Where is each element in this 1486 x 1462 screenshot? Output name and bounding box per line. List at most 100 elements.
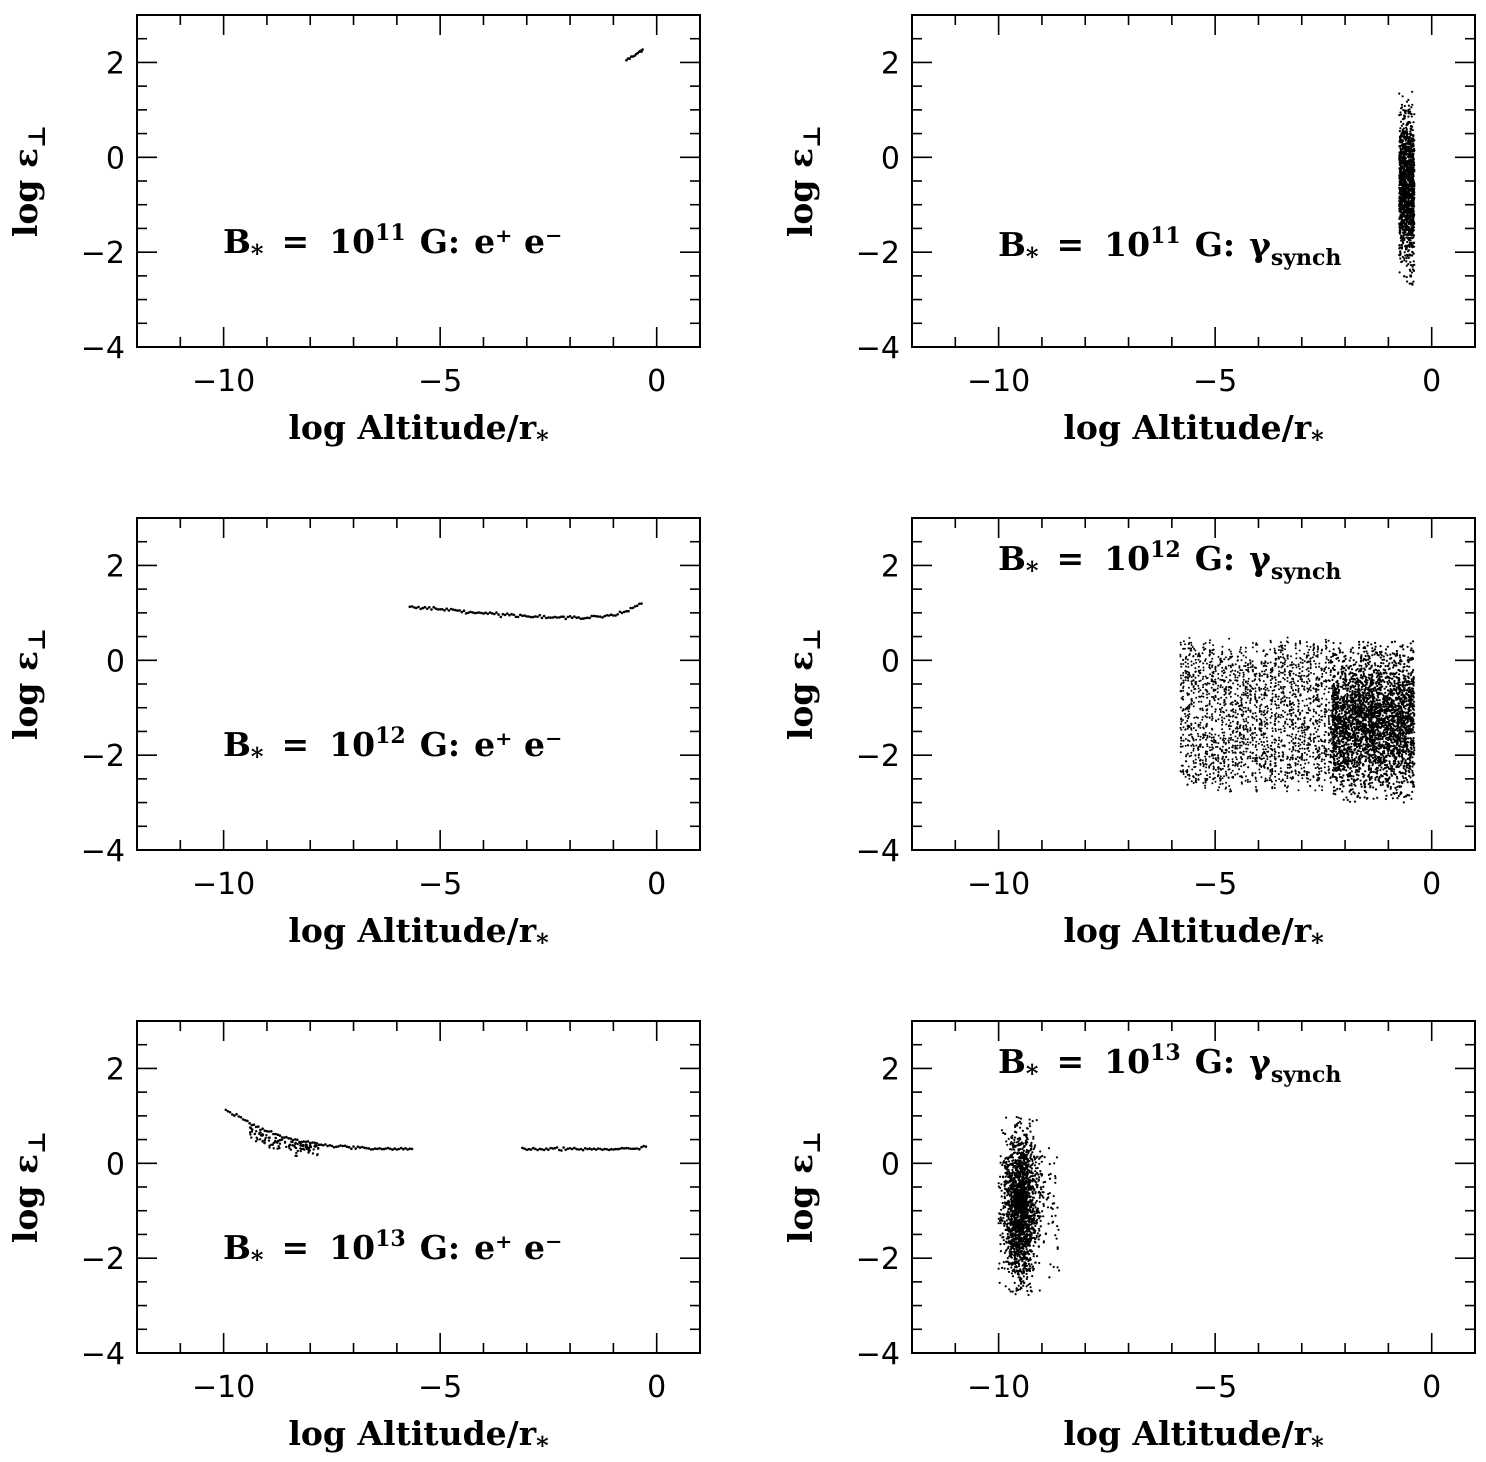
data-point	[1224, 691, 1227, 694]
data-point	[1297, 774, 1300, 777]
data-point	[1192, 727, 1195, 729]
panel-annotation: B* = 1012 G: e⁺ e⁻	[223, 723, 562, 771]
data-point	[1372, 797, 1375, 800]
data-point	[640, 50, 643, 53]
data-point	[1223, 701, 1225, 704]
data-point	[1179, 674, 1182, 677]
data-point	[1234, 747, 1237, 750]
data-point	[1246, 688, 1249, 691]
data-point	[1282, 715, 1285, 718]
data-point	[1281, 697, 1284, 699]
data-point	[1379, 784, 1382, 787]
data-point	[1266, 662, 1269, 665]
data-point	[1411, 640, 1415, 643]
data-point	[1263, 673, 1266, 676]
data-point	[1391, 661, 1394, 664]
data-point	[1206, 734, 1209, 737]
data-point	[1188, 740, 1191, 743]
data-point	[1292, 723, 1295, 726]
data-point	[1411, 254, 1414, 257]
data-point	[1201, 678, 1204, 680]
data-point	[1240, 704, 1243, 707]
data-point	[1232, 739, 1234, 741]
data-point	[1286, 766, 1289, 769]
data-point	[1188, 734, 1191, 737]
data-point	[1232, 760, 1234, 763]
data-point	[1411, 221, 1414, 224]
data-point	[1228, 658, 1230, 660]
data-point	[1406, 167, 1409, 170]
data-point	[1219, 783, 1222, 786]
data-point	[1251, 669, 1254, 672]
data-point	[1205, 766, 1208, 769]
data-point	[1245, 750, 1248, 753]
x-axis-label: log Altitude/r*	[1063, 408, 1324, 454]
data-point	[1358, 796, 1362, 799]
data-point	[1195, 738, 1198, 741]
data-point	[1188, 654, 1191, 657]
data-point	[1221, 716, 1223, 719]
data-point	[1227, 681, 1230, 684]
data-point	[1288, 748, 1291, 751]
data-point	[1236, 723, 1239, 726]
data-point	[1202, 727, 1205, 730]
data-point	[1282, 690, 1285, 693]
data-point	[1195, 744, 1198, 747]
data-point	[1299, 661, 1302, 664]
data-point	[1210, 660, 1213, 663]
panel-annotation: B* = 1011 G: γsynch	[998, 223, 1341, 271]
data-point	[1412, 177, 1415, 180]
data-point	[1240, 652, 1243, 655]
data-point	[1318, 678, 1320, 681]
data-point	[1277, 755, 1280, 758]
data-point	[1184, 643, 1186, 646]
data-point	[1229, 788, 1232, 791]
data-point	[1190, 660, 1193, 663]
data-point	[1212, 747, 1215, 750]
data-point	[562, 615, 565, 618]
data-point	[1274, 676, 1277, 679]
data-point	[1262, 757, 1265, 760]
data-point	[1266, 727, 1269, 730]
data-point	[1284, 780, 1287, 783]
data-point	[1199, 758, 1202, 761]
data-point	[627, 609, 630, 613]
data-point	[1317, 740, 1320, 743]
data-point	[1292, 742, 1295, 744]
data-point	[1201, 709, 1204, 712]
data-point	[1327, 708, 1330, 711]
data-point	[1286, 790, 1288, 793]
data-point	[1265, 736, 1268, 739]
data-point	[1327, 661, 1330, 664]
data-point	[1303, 736, 1306, 739]
data-point	[1412, 157, 1415, 160]
data-point	[1344, 694, 1347, 697]
data-point	[1192, 691, 1195, 694]
data-point	[1309, 738, 1312, 741]
data-point	[1227, 776, 1230, 779]
data-point	[1279, 656, 1282, 658]
data-point	[1288, 734, 1291, 737]
data-point	[1269, 755, 1272, 758]
data-point	[1312, 751, 1315, 754]
data-point	[1405, 126, 1408, 129]
data-point	[1269, 679, 1272, 682]
data-point	[1254, 687, 1257, 690]
data-point	[1271, 786, 1274, 788]
data-point	[1274, 730, 1277, 732]
data-point	[1328, 722, 1330, 725]
data-point	[1212, 762, 1215, 764]
data-point	[1229, 691, 1232, 694]
data-point	[1242, 713, 1245, 716]
data-point	[451, 608, 455, 611]
data-point	[1401, 190, 1404, 193]
data-point	[1223, 731, 1226, 734]
data-point	[1222, 755, 1225, 758]
data-point	[1221, 670, 1224, 673]
data-point	[1292, 680, 1295, 683]
data-point	[1263, 709, 1266, 712]
data-point	[1184, 679, 1187, 682]
data-point	[1194, 676, 1197, 679]
data-point	[1293, 682, 1296, 685]
data-point	[1315, 730, 1318, 733]
